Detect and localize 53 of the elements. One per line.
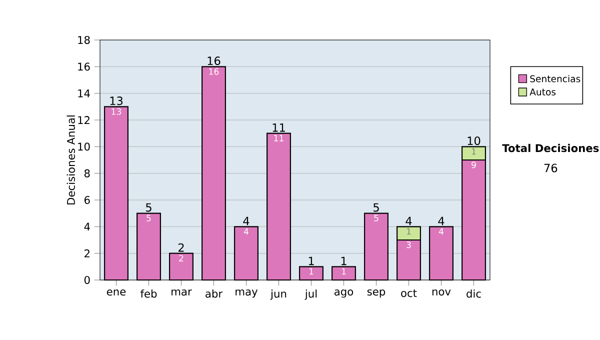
x-tick-label: jun	[270, 289, 286, 300]
legend-label: Autos	[530, 88, 556, 96]
total-label: 1	[308, 256, 314, 266]
data-label: 16	[209, 68, 219, 75]
y-tick-label: 12	[78, 116, 90, 124]
data-label: 5	[374, 214, 378, 222]
data-label: 5	[146, 214, 151, 222]
legend-label: Sentencias	[530, 75, 580, 82]
data-label: 2	[179, 254, 184, 262]
y-tick-label: 8	[84, 169, 90, 178]
y-tick-label: 0	[84, 276, 90, 284]
x-tick-label: jul	[304, 289, 317, 300]
data-label: 13	[112, 108, 122, 115]
total-label: 5	[146, 203, 152, 212]
total-label: 10	[468, 136, 480, 146]
y-tick-label: 6	[84, 196, 90, 204]
total-label: 2	[178, 243, 184, 252]
y-tick-label: 14	[78, 89, 90, 98]
total-label: 4	[243, 216, 250, 226]
total-label: 1	[341, 256, 346, 266]
data-label: 11	[274, 134, 284, 142]
total-label: 13	[110, 96, 123, 106]
data-label: 1	[309, 268, 314, 275]
y-tick-label: 16	[78, 62, 90, 71]
text: Total Decisiones	[502, 144, 599, 152]
total-label: 5	[374, 203, 379, 212]
y-tick-label: 4	[84, 222, 90, 231]
data-label: 4	[438, 228, 444, 235]
total-label: 16	[208, 56, 220, 66]
x-tick-label: feb	[140, 289, 157, 298]
y-tick-label: 10	[78, 142, 90, 151]
x-tick-label: mar	[172, 289, 192, 296]
x-tick-label: dic	[466, 289, 481, 298]
x-tick-label: abr	[206, 289, 223, 298]
total-label: 4	[438, 216, 444, 226]
x-tick-label: nov	[432, 289, 451, 296]
y-axis-title: Decisiones Anual	[66, 116, 75, 204]
y-tick-label: 2	[84, 249, 90, 258]
total-label: 4	[406, 216, 412, 226]
data-label: 9	[472, 162, 476, 168]
data-label: 1	[342, 268, 346, 275]
data-label: 1	[406, 228, 411, 235]
total-label: 11	[272, 124, 285, 132]
x-tick-label: ago	[334, 289, 354, 298]
data-label: 1	[472, 148, 476, 155]
x-tick-label: ene	[106, 289, 126, 296]
text: 76	[544, 164, 558, 172]
y-tick-label: 18	[78, 36, 90, 44]
x-tick-label: oct	[401, 289, 417, 298]
x-tick-label: sep	[367, 289, 386, 298]
x-tick-label: may	[236, 289, 258, 298]
data-label: 3	[406, 242, 411, 248]
data-label: 4	[244, 228, 249, 235]
